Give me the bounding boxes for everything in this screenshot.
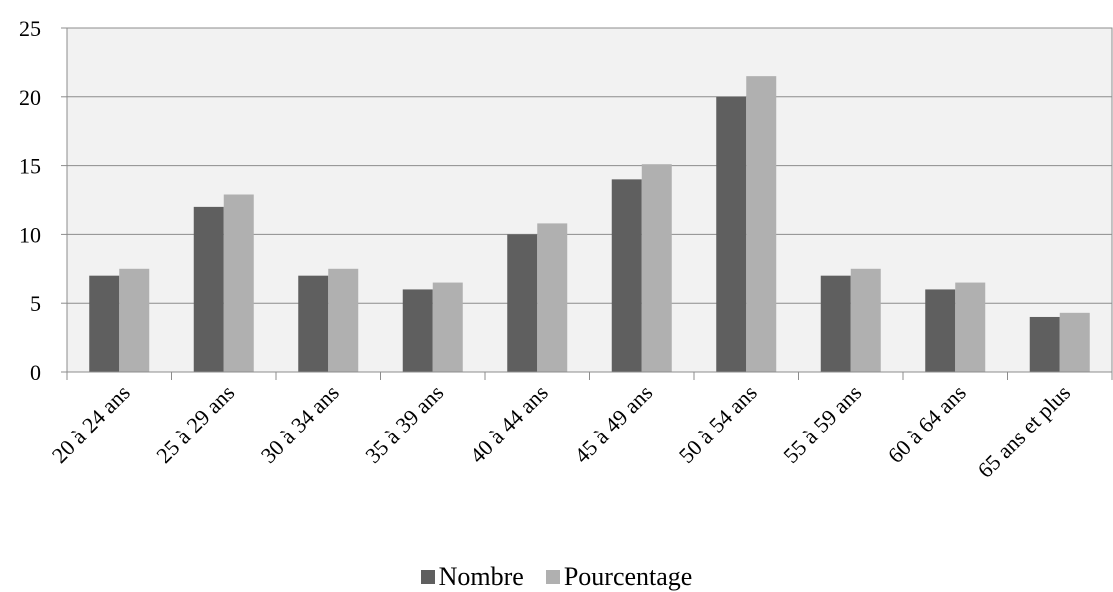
bar-nombre <box>925 289 956 372</box>
axes <box>61 27 1113 380</box>
bar-nombre <box>611 179 642 372</box>
y-tick-label: 15 <box>19 154 41 179</box>
x-tick-label: 60 à 64 ans <box>883 380 971 468</box>
bar-pourcentage <box>328 268 359 372</box>
bar-nombre <box>716 96 747 373</box>
y-axis-tick-labels: 0 5 10 15 20 25 <box>19 16 41 385</box>
x-tick-label: 35 à 39 ans <box>360 380 448 468</box>
bar-nombre <box>89 275 120 372</box>
x-tick-label: 45 à 49 ans <box>569 380 657 468</box>
x-tick-label: 50 à 54 ans <box>674 380 762 468</box>
bar-nombre <box>820 275 851 372</box>
bar-pourcentage <box>850 268 881 372</box>
bar-pourcentage <box>537 223 568 372</box>
legend-swatch-nombre <box>420 570 435 584</box>
x-tick-label: 55 à 59 ans <box>778 380 866 468</box>
bar-pourcentage <box>1059 312 1090 372</box>
legend-label-pourcentage: Pourcentage <box>563 562 693 591</box>
x-tick-label: 20 à 24 ans <box>47 380 135 468</box>
bar-pourcentage <box>223 194 254 372</box>
legend: Nombre Pourcentage <box>0 562 1113 592</box>
bar-nombre <box>507 234 538 372</box>
x-tick-label: 30 à 34 ans <box>256 380 344 468</box>
x-tick-label: 65 ans et plus <box>972 380 1075 483</box>
bar-pourcentage <box>432 282 463 372</box>
legend-item-nombre: Nombre <box>420 562 524 591</box>
y-tick-label: 0 <box>30 360 41 385</box>
bars <box>89 76 1090 373</box>
y-tick-label: 20 <box>19 85 41 110</box>
y-tick-label: 5 <box>30 291 41 316</box>
y-tick-label: 25 <box>19 16 41 41</box>
x-tick-label: 40 à 44 ans <box>465 380 553 468</box>
bar-chart: 0 5 10 15 20 25 20 à 24 ans 25 à 29 ans 30 à 34… <box>19 16 1113 483</box>
bar-nombre <box>298 275 329 372</box>
bar-pourcentage <box>119 268 150 372</box>
bar-nombre <box>1029 316 1060 372</box>
bar-pourcentage <box>955 282 986 372</box>
legend-swatch-pourcentage <box>545 570 560 584</box>
x-axis-tick-labels: 20 à 24 ans 25 à 29 ans 30 à 34 ans 35 à 39… <box>47 380 1076 483</box>
bar-pourcentage <box>746 76 777 372</box>
bar-pourcentage <box>641 164 672 372</box>
bar-nombre <box>402 289 433 372</box>
bar-nombre <box>193 206 224 372</box>
legend-item-pourcentage: Pourcentage <box>545 562 693 591</box>
y-tick-label: 10 <box>19 222 41 247</box>
x-tick-label: 25 à 29 ans <box>151 380 239 468</box>
legend-label-nombre: Nombre <box>438 562 524 591</box>
